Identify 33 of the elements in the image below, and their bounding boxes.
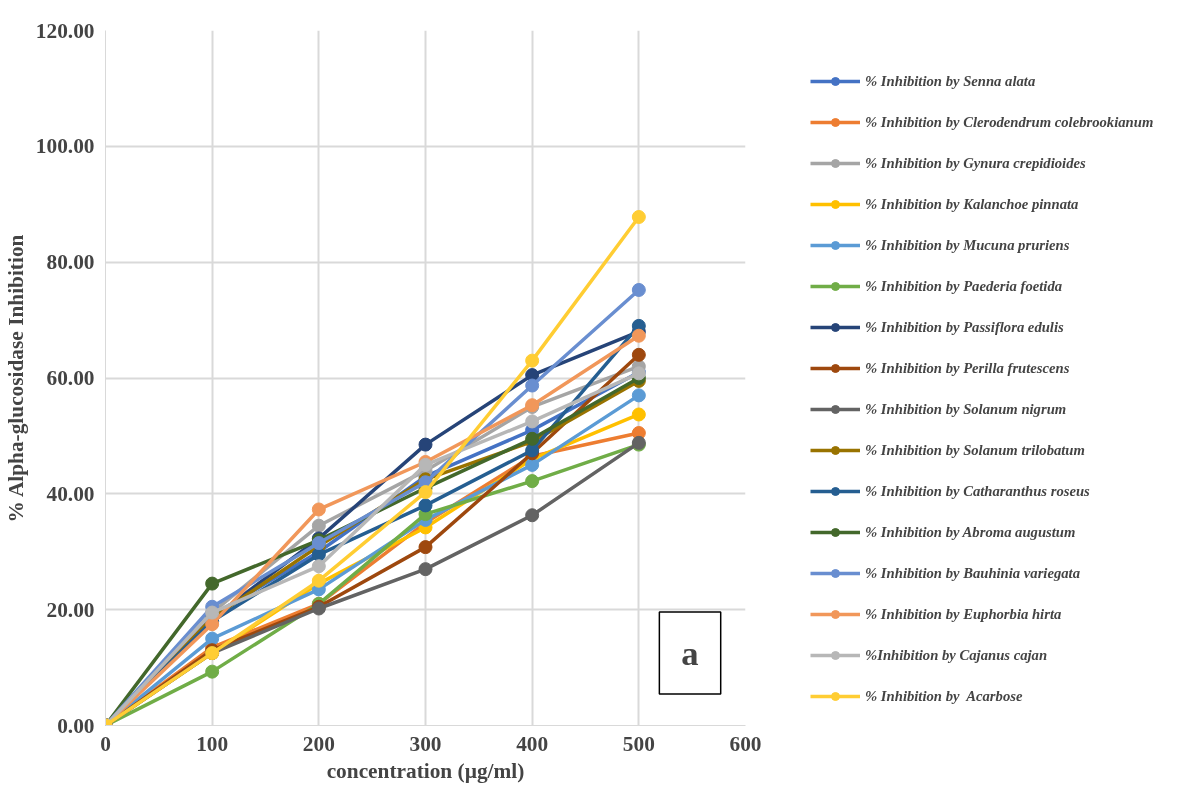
legend-label: % Inhibition by Solanum trilobatum [865, 440, 1085, 460]
legend-label: % Inhibition by Kalanchoe pinnata [865, 194, 1079, 214]
y-axis-title: % Alpha-glucosidase Inhibition [3, 234, 28, 523]
legend-label: % Inhibition by Gynura crepidioides [865, 153, 1086, 173]
y-tick-label: 100.00 [35, 134, 95, 159]
legend-label: % Inhibition by Passiflora edulis [865, 317, 1064, 337]
legend-label: % Inhibition by Catharanthus roseus [865, 481, 1090, 501]
y-tick-label: 0.00 [57, 713, 95, 738]
legend-label: % Inhibition by Solanum nigrum [865, 399, 1067, 419]
y-tick-label: 120.00 [35, 18, 95, 43]
legend-label: % Inhibition by Acarbose [865, 686, 1023, 706]
legend-label: % Inhibition by Bauhinia variegata [865, 563, 1080, 583]
y-tick-label: 20.00 [46, 597, 95, 622]
y-tick-label: 60.00 [46, 366, 95, 390]
legend-label: % Inhibition by Mucuna pruriens [865, 235, 1070, 255]
legend-label: % Inhibition by Abroma augustum [865, 522, 1076, 542]
x-tick-label: 300 [409, 731, 442, 756]
x-tick-label: 400 [516, 731, 549, 756]
legend-label: % Inhibition by Paederia foetida [865, 276, 1063, 296]
x-axis-title: concentration (µg/ml) [326, 758, 525, 783]
legend-label: % Inhibition by Euphorbia hirta [865, 604, 1062, 624]
x-tick-label: 600 [729, 731, 762, 756]
legend-label: % Inhibition by Senna alata [865, 71, 1036, 91]
x-tick-label: 100 [196, 731, 229, 756]
legend-label: % Inhibition by Clerodendrum colebrookianum [865, 112, 1154, 132]
legend-label: %Inhibition by Cajanus cajan [865, 645, 1048, 665]
y-tick-label: 40.00 [46, 481, 95, 506]
x-tick-label: 500 [622, 731, 655, 756]
x-tick-label: 200 [302, 731, 335, 756]
y-tick-label: 80.00 [46, 250, 95, 275]
legend-label: % Inhibition by Perilla frutescens [865, 358, 1070, 378]
x-tick-label: 0 [100, 731, 111, 756]
annotation: a [681, 634, 699, 673]
